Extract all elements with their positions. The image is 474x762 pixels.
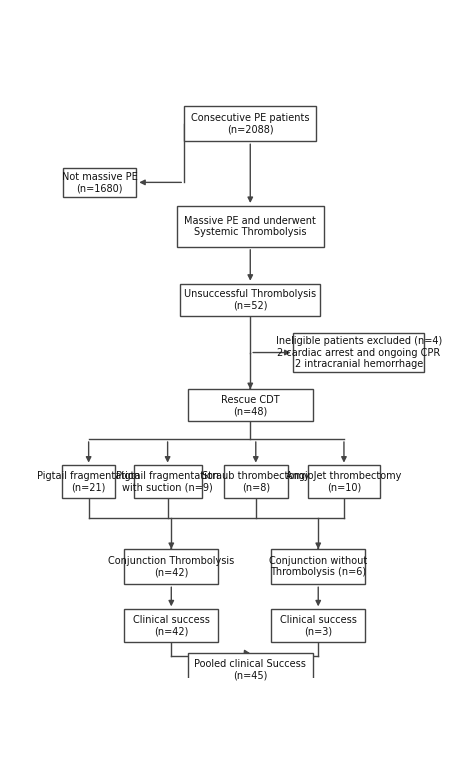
FancyBboxPatch shape [62,466,115,498]
FancyBboxPatch shape [272,610,365,642]
Text: Rescue CDT
(n=48): Rescue CDT (n=48) [221,395,280,416]
FancyBboxPatch shape [184,106,316,141]
Text: AngioJet thrombectomy
(n=10): AngioJet thrombectomy (n=10) [286,471,401,492]
FancyBboxPatch shape [188,389,313,421]
Text: Clinical success
(n=3): Clinical success (n=3) [280,615,356,636]
Text: Pooled clinical Success
(n=45): Pooled clinical Success (n=45) [194,658,306,680]
Text: Massive PE and underwent
Systemic Thrombolysis: Massive PE and underwent Systemic Thromb… [184,216,316,237]
Text: Pigtail fragmentation
(n=21): Pigtail fragmentation (n=21) [37,471,140,492]
FancyBboxPatch shape [125,610,218,642]
FancyBboxPatch shape [134,466,201,498]
FancyBboxPatch shape [308,466,380,498]
FancyBboxPatch shape [293,334,424,372]
Text: Straub thrombectomy
(n=8): Straub thrombectomy (n=8) [202,471,310,492]
FancyBboxPatch shape [63,168,137,197]
Text: Not massive PE
(n=1680): Not massive PE (n=1680) [62,171,137,194]
Text: Conjunction without
Thrombolysis (n=6): Conjunction without Thrombolysis (n=6) [269,556,367,578]
FancyBboxPatch shape [181,283,320,316]
Text: Ineligible patients excluded (n=4)
2 cardiac arrest and ongoing CPR
2 intracrani: Ineligible patients excluded (n=4) 2 car… [275,336,442,369]
FancyBboxPatch shape [177,206,324,247]
FancyBboxPatch shape [188,653,313,686]
Text: Pigtail fragmentation
with suction (n=9): Pigtail fragmentation with suction (n=9) [116,471,219,492]
Text: Unsuccessful Thrombolysis
(n=52): Unsuccessful Thrombolysis (n=52) [184,289,316,311]
FancyBboxPatch shape [272,549,365,584]
Text: Conjunction Thrombolysis
(n=42): Conjunction Thrombolysis (n=42) [108,556,235,578]
Text: Consecutive PE patients
(n=2088): Consecutive PE patients (n=2088) [191,113,310,135]
FancyBboxPatch shape [224,466,288,498]
Text: Clinical success
(n=42): Clinical success (n=42) [133,615,210,636]
FancyBboxPatch shape [125,549,218,584]
